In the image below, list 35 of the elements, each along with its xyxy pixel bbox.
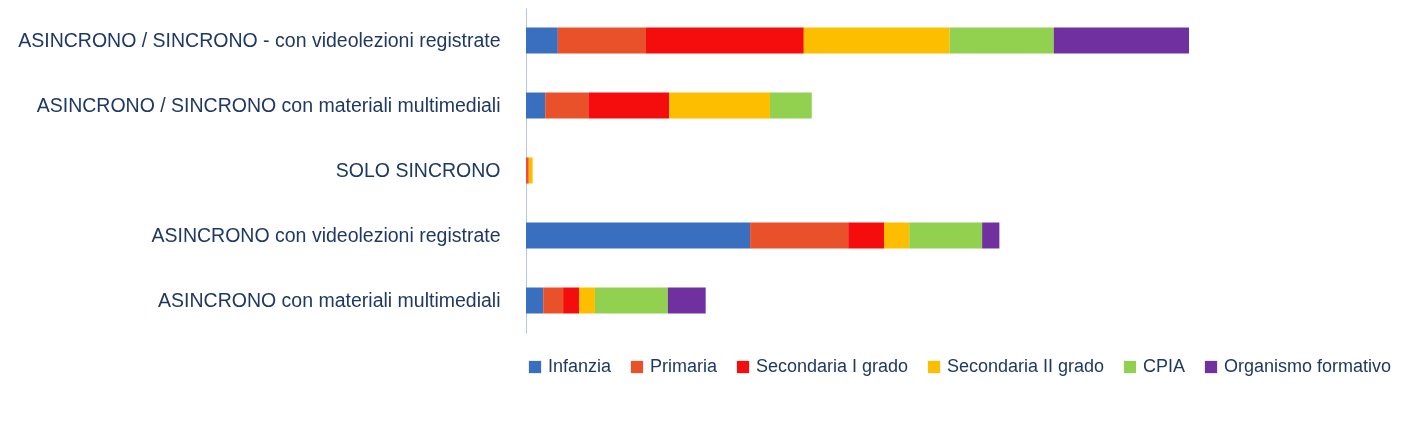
bar [667,287,706,314]
legend-label: CPIA [1143,356,1186,376]
bar [526,92,546,119]
bar [545,92,589,119]
legend-label: Infanzia [548,356,613,376]
bar [646,27,804,54]
bar [949,27,1054,54]
y-tick-label: ASINCRONO / SINCRONO con materiali multimediali [36,93,501,116]
bar [526,27,558,54]
y-tick-label: ASINCRONO con materiali multimediali [158,288,501,311]
bar [669,92,770,119]
bar [884,222,910,249]
bar [909,222,983,249]
bar [769,92,812,119]
bar [563,287,580,314]
legend-label: Secondaria II grado [947,356,1105,376]
bar [594,287,668,314]
bar [557,27,646,54]
bar [803,27,950,54]
y-tick-label: SOLO SINCRONO [335,158,501,181]
legend-label: Organismo formativo [1224,356,1392,376]
bar [543,287,564,314]
bar [528,157,533,184]
bar [848,222,885,249]
bar [750,222,849,249]
y-tick-label: ASINCRONO / SINCRONO - con videolezioni registrate [18,28,501,51]
bar [1053,27,1189,54]
bar [526,287,544,314]
legend-label: Secondaria I grado [756,356,909,376]
bar [982,222,1000,249]
legend-label: Primaria [650,356,718,376]
bar [579,287,595,314]
bar [526,222,751,249]
y-tick-label: ASINCRONO con videolezioni registrate [151,223,501,246]
bar [588,92,670,119]
